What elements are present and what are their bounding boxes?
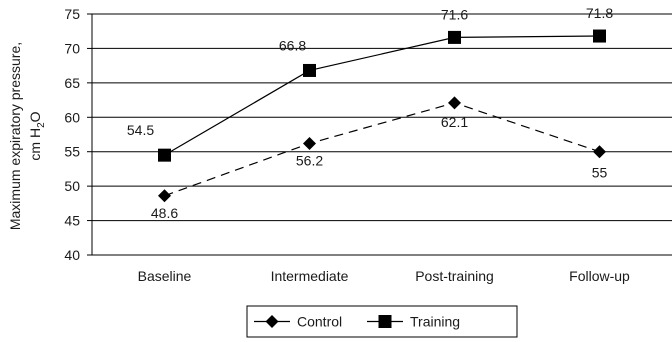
marker-training <box>593 29 606 43</box>
legend-marker-training <box>378 315 392 328</box>
series-line-control <box>164 102 600 197</box>
y-tick-label: 70 <box>64 40 80 56</box>
data-label-training: 54.5 <box>127 122 154 138</box>
y-tick-label: 50 <box>64 178 80 194</box>
marker-training <box>303 63 316 77</box>
data-labels: 48.6 56.2 62.1 55 54.5 66.8 71.6 71.8 <box>127 5 613 221</box>
x-tick-label: Follow-up <box>569 268 630 284</box>
axes <box>87 13 93 256</box>
x-tick-label: Intermediate <box>271 268 349 284</box>
marker-control <box>593 145 606 159</box>
y-tick-label: 40 <box>64 247 80 263</box>
grid-lines <box>92 13 672 256</box>
data-label-training: 66.8 <box>279 37 306 53</box>
y-tick-label: 60 <box>64 109 80 125</box>
x-tick-label: Baseline <box>138 268 192 284</box>
data-label-training: 71.6 <box>441 6 468 22</box>
data-label-control: 48.6 <box>151 205 178 221</box>
data-label-control: 55 <box>592 165 608 181</box>
marker-control <box>448 96 461 110</box>
data-label-training: 71.8 <box>586 5 613 21</box>
x-tick-label: Post-training <box>415 268 494 284</box>
marker-training <box>158 148 171 162</box>
data-label-control: 62.1 <box>441 114 468 130</box>
marker-training <box>448 30 461 44</box>
y-tick-label: 55 <box>64 144 80 160</box>
series-group <box>158 29 606 203</box>
data-label-control: 56.2 <box>296 152 323 168</box>
y-tick-labels: 40 45 50 55 60 65 70 75 <box>64 6 80 263</box>
y-tick-label: 75 <box>64 6 80 22</box>
series-line-training <box>164 35 600 156</box>
legend-label-training: Training <box>410 314 460 330</box>
y-axis-label-line1: Maximum expiratory pressure, <box>7 42 23 230</box>
y-axis-label: Maximum expiratory pressure, cm H2O <box>7 42 47 230</box>
x-tick-labels: Baseline Intermediate Post-training Follow-… <box>138 268 630 284</box>
legend: Control Training <box>246 305 518 338</box>
legend-label-control: Control <box>297 314 342 330</box>
legend-marker-control <box>265 315 279 328</box>
y-tick-label: 45 <box>64 213 80 229</box>
y-axis-label-line2: cm H2O <box>27 111 47 160</box>
marker-control <box>303 136 316 150</box>
y-tick-label: 65 <box>64 75 80 91</box>
marker-control <box>158 189 171 203</box>
